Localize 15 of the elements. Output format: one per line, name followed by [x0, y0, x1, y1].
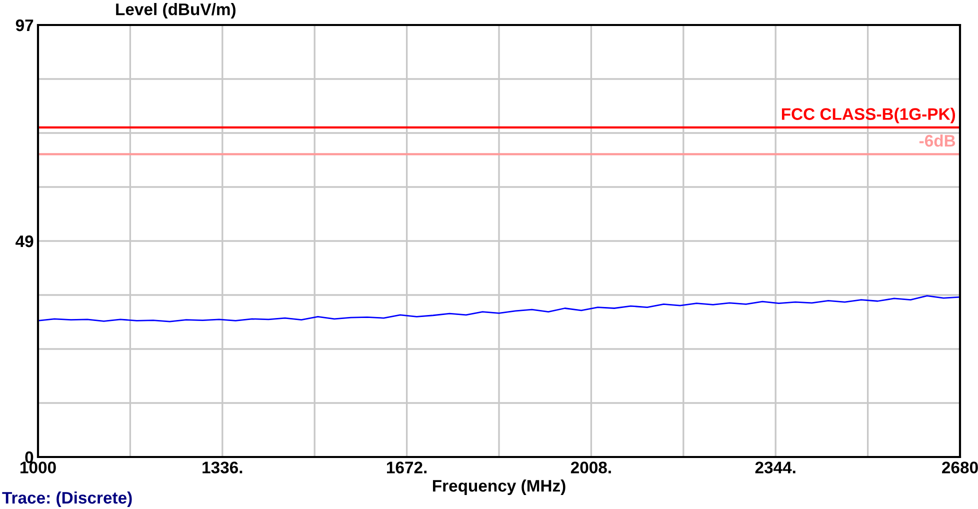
x-tick-label: 1336. — [202, 462, 242, 474]
y-tick-label: 97 — [16, 19, 34, 32]
y-axis-title: Level (dBuV/m) — [116, 3, 236, 19]
line-series — [38, 295, 960, 322]
y-tick-label: 0 — [25, 451, 34, 464]
ref-line-label: -6dB — [919, 134, 956, 147]
text: Trace: (Discrete) — [2, 491, 132, 507]
x-tick-label: 2008. — [570, 462, 611, 474]
y-tick-label: 49 — [16, 235, 34, 248]
x-tick-label: 1672. — [387, 462, 427, 474]
x-tick-label: 1000 — [20, 462, 56, 474]
x-tick-label: 2344. — [755, 462, 796, 474]
x-axis-title: Frequency (MHz) — [432, 479, 566, 496]
x-tick-label: 2680 — [942, 462, 978, 474]
ref-line-label: FCC CLASS-B(1G-PK) — [782, 108, 956, 124]
